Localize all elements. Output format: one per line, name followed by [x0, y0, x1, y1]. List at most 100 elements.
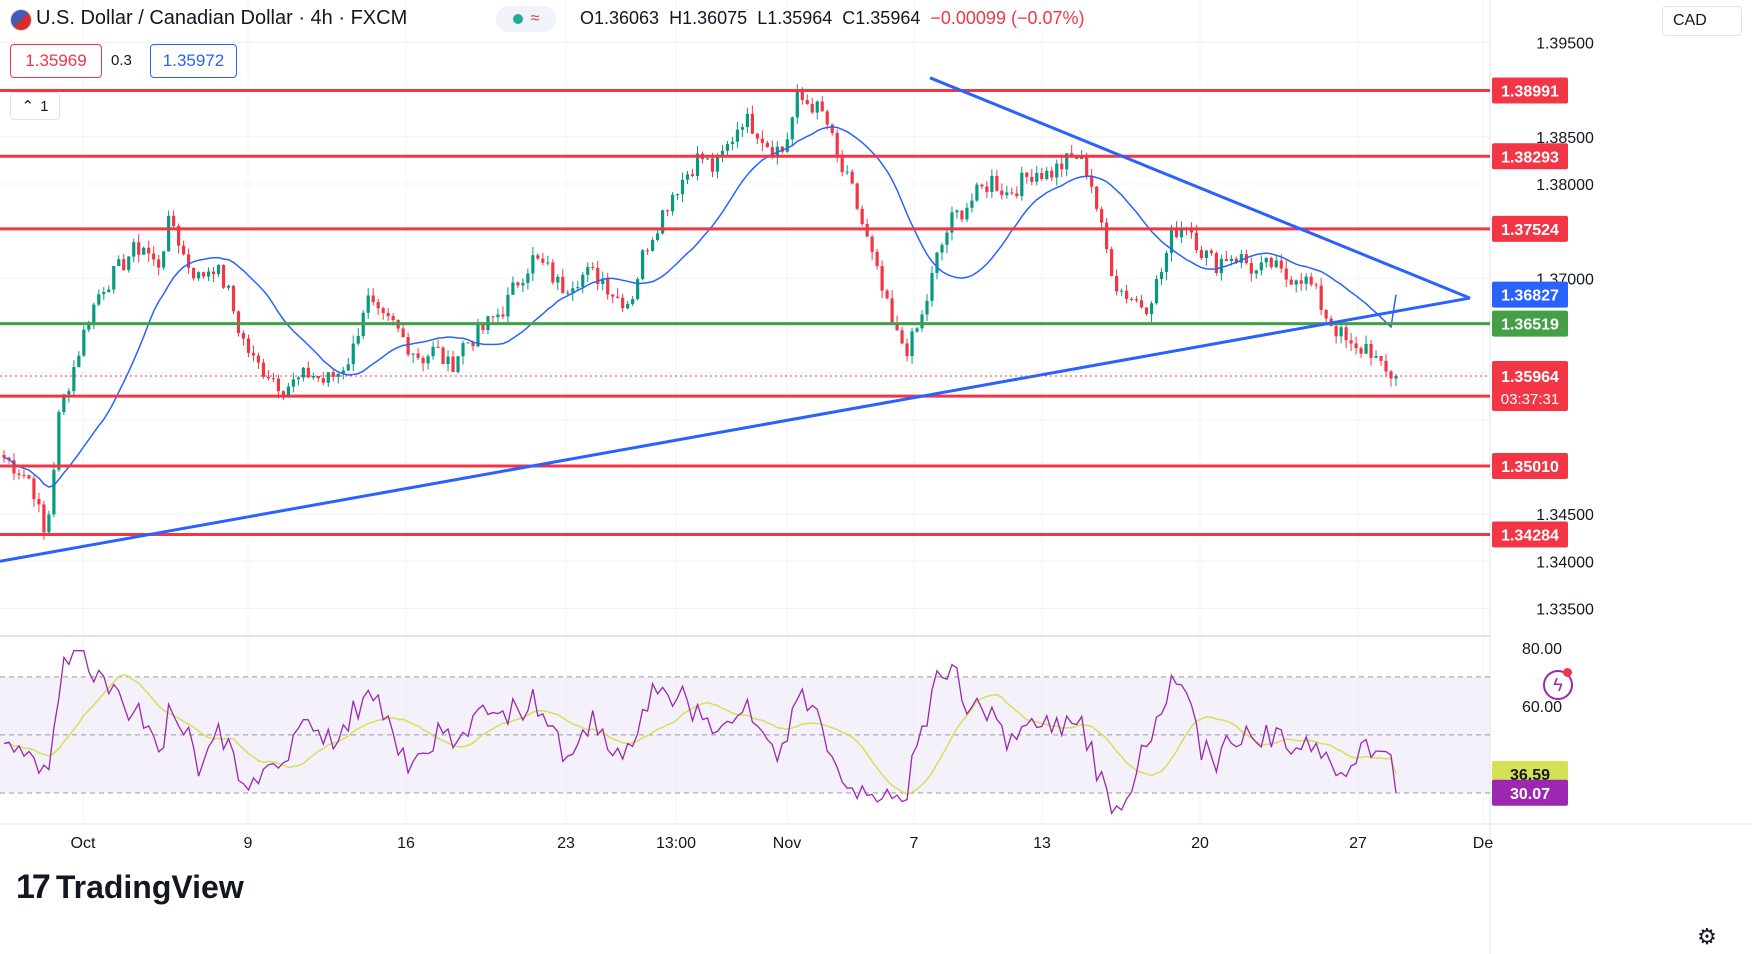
candle-body [341, 370, 345, 374]
candle-body [1334, 326, 1338, 337]
candle-body [815, 101, 819, 113]
candle-body [526, 273, 530, 283]
candle-body [456, 356, 460, 373]
candle-body [107, 289, 111, 293]
candle-body [950, 212, 954, 233]
candle-body [1095, 186, 1099, 209]
candle-body [586, 266, 590, 275]
y-tick-label: 1.38500 [1536, 130, 1594, 147]
candle-body [1169, 228, 1174, 253]
candle-body [1249, 263, 1253, 274]
candle-body [1055, 163, 1059, 178]
candle-body [82, 329, 86, 356]
candle-body [915, 328, 919, 332]
candle-body [760, 138, 764, 143]
candle-body [331, 372, 335, 377]
candle-body [980, 184, 984, 187]
symbol-title[interactable]: U.S. Dollar / Canadian Dollar · 4h · FXC… [36, 6, 408, 29]
candle-body [77, 355, 81, 368]
candle-body [1105, 222, 1109, 250]
candle-body [571, 288, 575, 293]
candle-body [32, 478, 36, 500]
candle-body [336, 373, 340, 377]
candle-body [1369, 343, 1373, 358]
candle-body [940, 244, 944, 253]
ma-tag: 1.36827 [1501, 288, 1559, 305]
notification-dot [1563, 668, 1572, 677]
candle-body [1025, 172, 1029, 177]
market-status-icon[interactable]: ≈ [496, 6, 556, 32]
candle-body [850, 171, 854, 184]
sell-button[interactable]: 1.35969 [10, 44, 102, 78]
rsi-tag: 30.07 [1510, 786, 1550, 803]
level-tag-1.38293: 1.38293 [1501, 149, 1559, 166]
candle-body [556, 276, 560, 283]
candle-body [1259, 262, 1263, 271]
candle-body [855, 183, 859, 209]
candle-body [1139, 300, 1144, 308]
settings-icon[interactable]: ⚙ [1697, 924, 1717, 949]
candle-body [291, 379, 295, 387]
indicators-collapse-button[interactable]: ⌃ 1 [10, 92, 60, 120]
market-open-dot [512, 14, 523, 24]
y-tick-label: 1.38000 [1536, 177, 1594, 194]
candle-body [710, 158, 715, 172]
candle-body [57, 412, 61, 470]
y-tick-label: 1.34000 [1536, 554, 1594, 571]
candle-body [591, 266, 595, 268]
candle-body [246, 338, 251, 353]
candle-body [800, 91, 804, 101]
candle-body [496, 314, 500, 318]
candle-body [1194, 232, 1199, 251]
candle-body [346, 364, 350, 371]
buy-button[interactable]: 1.35972 [150, 44, 237, 78]
brand-name: TradingView [55, 869, 244, 905]
candle-body [142, 247, 146, 255]
candle-body [122, 259, 126, 271]
candle-body [1344, 327, 1348, 341]
flash-icon[interactable]: ϟ [1543, 670, 1573, 700]
candle-body [1040, 173, 1044, 179]
candle-body [177, 225, 181, 246]
candle-body [820, 101, 824, 112]
candle-body [276, 378, 281, 392]
moving-average-line [3, 126, 1397, 488]
level-tag-1.37524: 1.37524 [1501, 222, 1559, 239]
candle-body [755, 133, 759, 139]
candle-body [1154, 279, 1159, 304]
x-tick-label: 7 [910, 835, 919, 852]
candle-body [316, 375, 320, 379]
candle-body [431, 346, 435, 357]
candle-body [1279, 260, 1283, 269]
candle-body [1219, 259, 1223, 273]
level-tag-1.38293-bg [1492, 143, 1568, 170]
candle-body [92, 304, 96, 325]
candle-body [172, 215, 176, 226]
tradingview-logo[interactable]: 17 TradingView [16, 868, 244, 907]
candle-body [281, 391, 285, 396]
candle-body [1309, 276, 1313, 285]
spread-value: 0.3 [111, 52, 132, 69]
candle-body [531, 255, 535, 274]
candle-body [416, 353, 420, 358]
candle-body [97, 294, 101, 305]
candle-body [1269, 257, 1273, 268]
candle-body [925, 300, 929, 315]
candle-body [162, 251, 166, 268]
currency-button[interactable]: CAD [1662, 6, 1742, 36]
candle-body [1030, 176, 1034, 182]
flag-icon [10, 9, 32, 31]
candle-body [251, 352, 256, 356]
candle-body [436, 346, 440, 348]
last-price-tag-bg [1492, 360, 1568, 411]
candle-body [1304, 276, 1308, 284]
candle-body [1159, 271, 1164, 280]
candle-body [665, 210, 670, 212]
candle-body [985, 186, 989, 192]
candle-body [785, 139, 789, 152]
candle-body [37, 499, 41, 505]
candle-body [1294, 280, 1298, 285]
candle-body [167, 215, 171, 252]
candle-body [715, 154, 720, 172]
